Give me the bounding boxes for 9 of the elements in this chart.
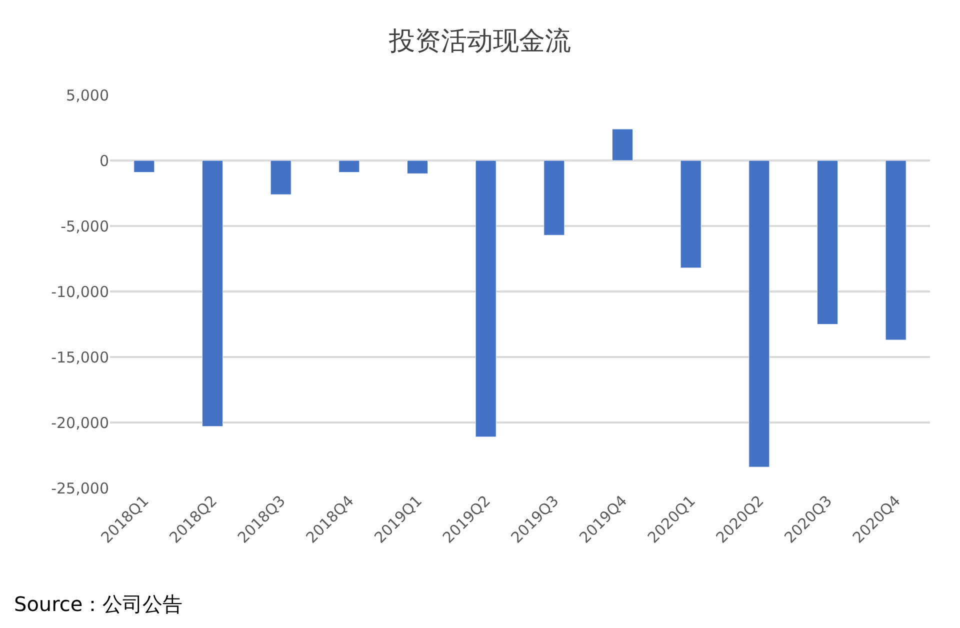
y-tick-label: 5,000	[66, 86, 109, 104]
source-note: Source：公司公告	[14, 592, 183, 616]
y-tick-label: -10,000	[51, 282, 109, 301]
y-tick-label: -25,000	[51, 479, 109, 498]
y-tick-label: 0	[99, 152, 109, 170]
y-tick-label: -5,000	[60, 217, 109, 236]
y-tick-label: -15,000	[51, 348, 109, 366]
chart-title: 投资活动现金流	[388, 26, 571, 57]
y-tick-label: -20,000	[51, 414, 109, 432]
